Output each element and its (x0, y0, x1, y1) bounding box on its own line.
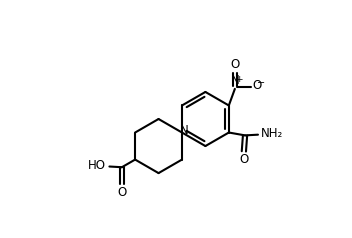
Text: NH₂: NH₂ (261, 127, 283, 140)
Text: O: O (230, 58, 239, 71)
Text: N: N (231, 74, 239, 87)
Text: −: − (257, 78, 265, 88)
Text: +: + (235, 75, 243, 84)
Text: N: N (180, 124, 188, 137)
Text: HO: HO (88, 159, 106, 172)
Text: O: O (117, 186, 126, 198)
Text: O: O (239, 153, 249, 166)
Text: O: O (252, 79, 262, 92)
